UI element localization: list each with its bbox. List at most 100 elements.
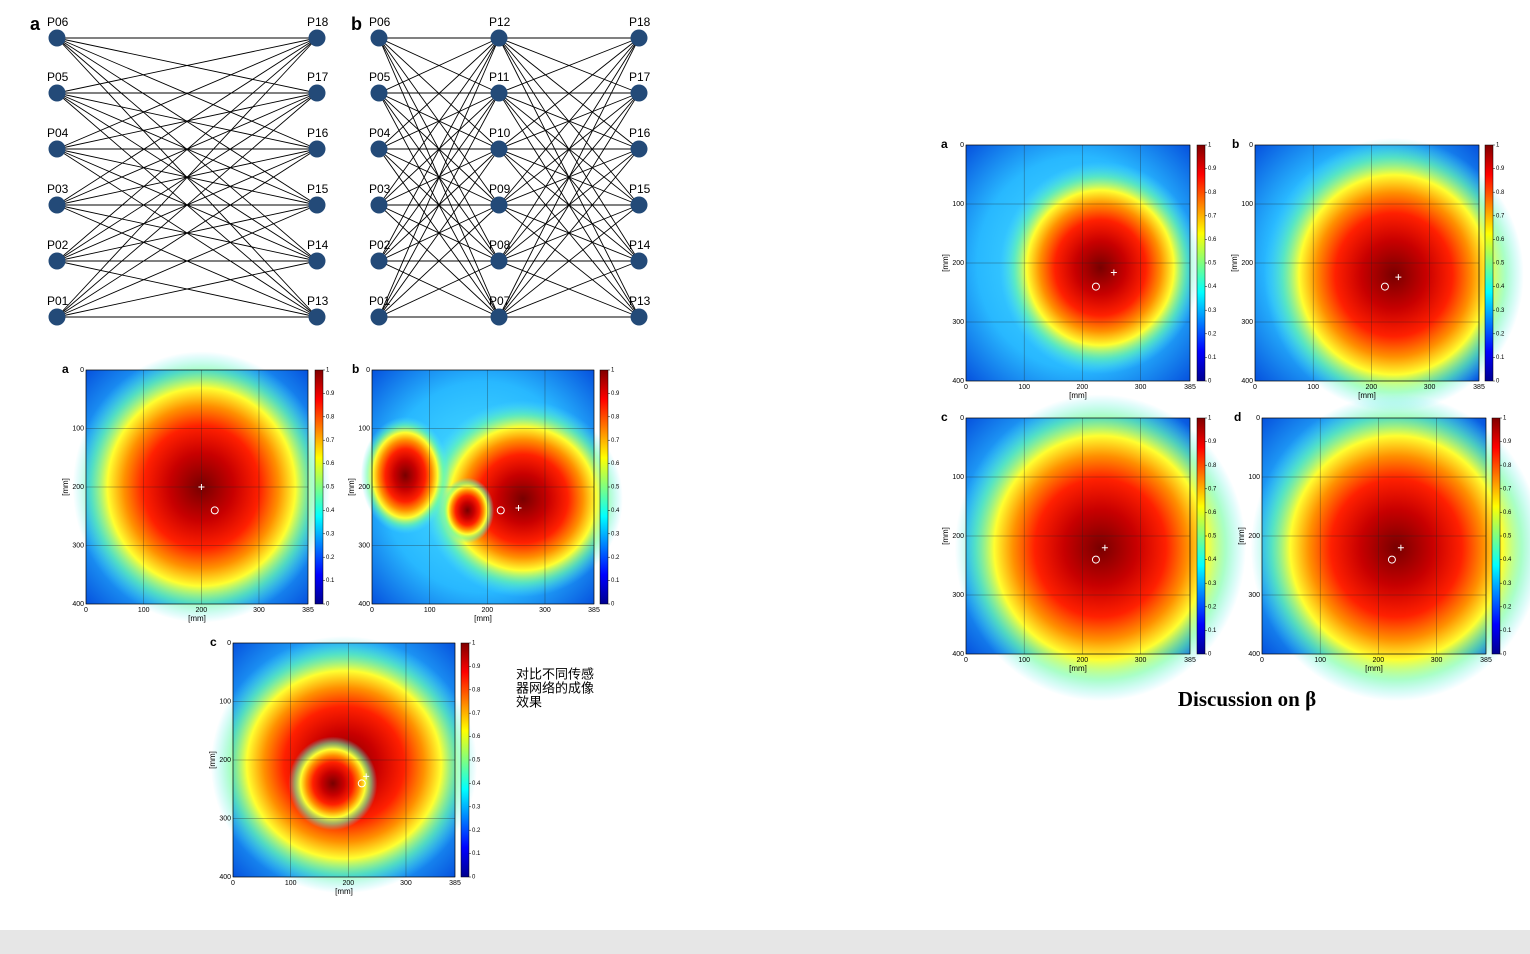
colorbar-tick-label: 0.2 (1496, 331, 1505, 337)
y-tick-label: 200 (72, 484, 84, 491)
x-tick-label: 100 (1307, 384, 1319, 391)
x-axis-label: [mm] (335, 887, 353, 896)
plot-frame (1254, 144, 1480, 382)
colorbar-tick-label: 0.6 (611, 461, 620, 467)
colorbar-tick-label: 0.3 (326, 531, 335, 537)
node-label: P18 (307, 15, 329, 29)
y-tick-label: 400 (219, 874, 231, 881)
panel-letter: a (941, 137, 948, 151)
y-tick-label: 0 (366, 367, 370, 374)
link (56, 37, 318, 318)
link (56, 37, 318, 94)
footer-bar (0, 930, 1530, 954)
node-label: P02 (369, 238, 391, 252)
sensor-node (490, 308, 508, 326)
colorbar-tick-label: 0.2 (1208, 331, 1217, 337)
colorbar-tick-label: 0.1 (1496, 355, 1505, 361)
link (498, 37, 640, 150)
colorbar-tick-label: 0.6 (326, 461, 335, 467)
x-axis-label: [mm] (474, 614, 492, 623)
link (378, 37, 500, 94)
colorbar-tick-label: 1 (472, 641, 476, 647)
colorbar-tick-label: 0 (326, 602, 330, 608)
colorbar-tick-label: 0.7 (1496, 213, 1505, 219)
node-label: P09 (489, 182, 511, 196)
y-tick-label: 200 (219, 757, 231, 764)
x-tick-label: 100 (1314, 657, 1326, 664)
true-location (1387, 555, 1396, 564)
colorbar-tick-label: 0.9 (1208, 439, 1217, 445)
x-axis-label: [mm] (1069, 391, 1087, 400)
colorbar-tick-label: 0.9 (611, 391, 620, 397)
y-tick-label: 300 (358, 542, 370, 549)
node-label: P08 (489, 238, 511, 252)
y-tick-label: 300 (1248, 592, 1260, 599)
x-tick-label: 100 (138, 607, 150, 614)
sensor-node (308, 308, 326, 326)
x-tick-label: 0 (964, 384, 968, 391)
link (498, 92, 640, 318)
sensor-node (308, 196, 326, 214)
y-tick-label: 0 (227, 640, 231, 647)
x-tick-label: 300 (1424, 384, 1436, 391)
link (378, 37, 500, 262)
sensor-node (370, 308, 388, 326)
plot-frame (965, 144, 1191, 382)
colorbar (1196, 417, 1206, 655)
colorbar-tick-label: 0.2 (1503, 604, 1512, 610)
sensor-node (308, 252, 326, 270)
sensor-node (48, 140, 66, 158)
node-label: P13 (629, 294, 651, 308)
x-axis-label: [mm] (188, 614, 206, 623)
x-tick-label: 0 (1253, 384, 1257, 391)
colorbar-tick-label: 0.4 (326, 508, 335, 514)
colorbar-tick-label: 0 (472, 875, 476, 881)
y-tick-label: 0 (1249, 142, 1253, 149)
x-tick-label: 200 (481, 607, 493, 614)
y-axis-label: [mm] (347, 478, 356, 496)
colorbar-tick-label: 0 (611, 602, 615, 608)
x-tick-label: 0 (964, 657, 968, 664)
node-label: P04 (47, 126, 69, 140)
y-tick-label: 400 (952, 651, 964, 658)
y-tick-label: 100 (952, 201, 964, 208)
link (378, 260, 500, 318)
x-tick-label: 300 (1431, 657, 1443, 664)
sensor-node (308, 140, 326, 158)
y-tick-label: 100 (1241, 201, 1253, 208)
colorbar-tick-label: 0.9 (1208, 166, 1217, 172)
y-tick-label: 100 (358, 425, 370, 432)
node-label: P17 (307, 70, 329, 84)
node-label: P14 (307, 238, 329, 252)
y-tick-label: 200 (358, 484, 370, 491)
colorbar-tick-label: 1 (1208, 143, 1212, 149)
y-tick-label: 100 (952, 474, 964, 481)
x-axis-label: [mm] (1069, 664, 1087, 673)
sensor-node (48, 196, 66, 214)
colorbar-tick-label: 0.8 (1496, 190, 1505, 196)
panel-letter: c (941, 410, 948, 424)
colorbar-tick-label: 0 (1208, 379, 1212, 385)
plot-frame (1261, 417, 1487, 655)
colorbar-tick-label: 0.5 (1208, 534, 1217, 540)
colorbar (1196, 144, 1206, 382)
estimate-mark (1101, 544, 1108, 551)
sensor-node (48, 308, 66, 326)
sensor-node (630, 140, 648, 158)
colorbar-tick-label: 0.4 (472, 781, 481, 787)
colorbar-tick-label: 0.4 (1208, 557, 1217, 563)
x-tick-label: 100 (424, 607, 436, 614)
sensor-node (308, 29, 326, 47)
colorbar-tick-label: 0.1 (611, 578, 620, 584)
y-axis-label: [mm] (1237, 527, 1246, 545)
node-label: P01 (369, 294, 391, 308)
link (378, 37, 500, 150)
sensor-node (490, 196, 508, 214)
colorbar-tick-label: 0.9 (472, 664, 481, 670)
y-tick-label: 200 (1248, 533, 1260, 540)
link (498, 148, 640, 318)
colorbar-tick-label: 0.8 (326, 414, 335, 420)
estimate-mark (1397, 544, 1404, 551)
node-label: P02 (47, 238, 69, 252)
